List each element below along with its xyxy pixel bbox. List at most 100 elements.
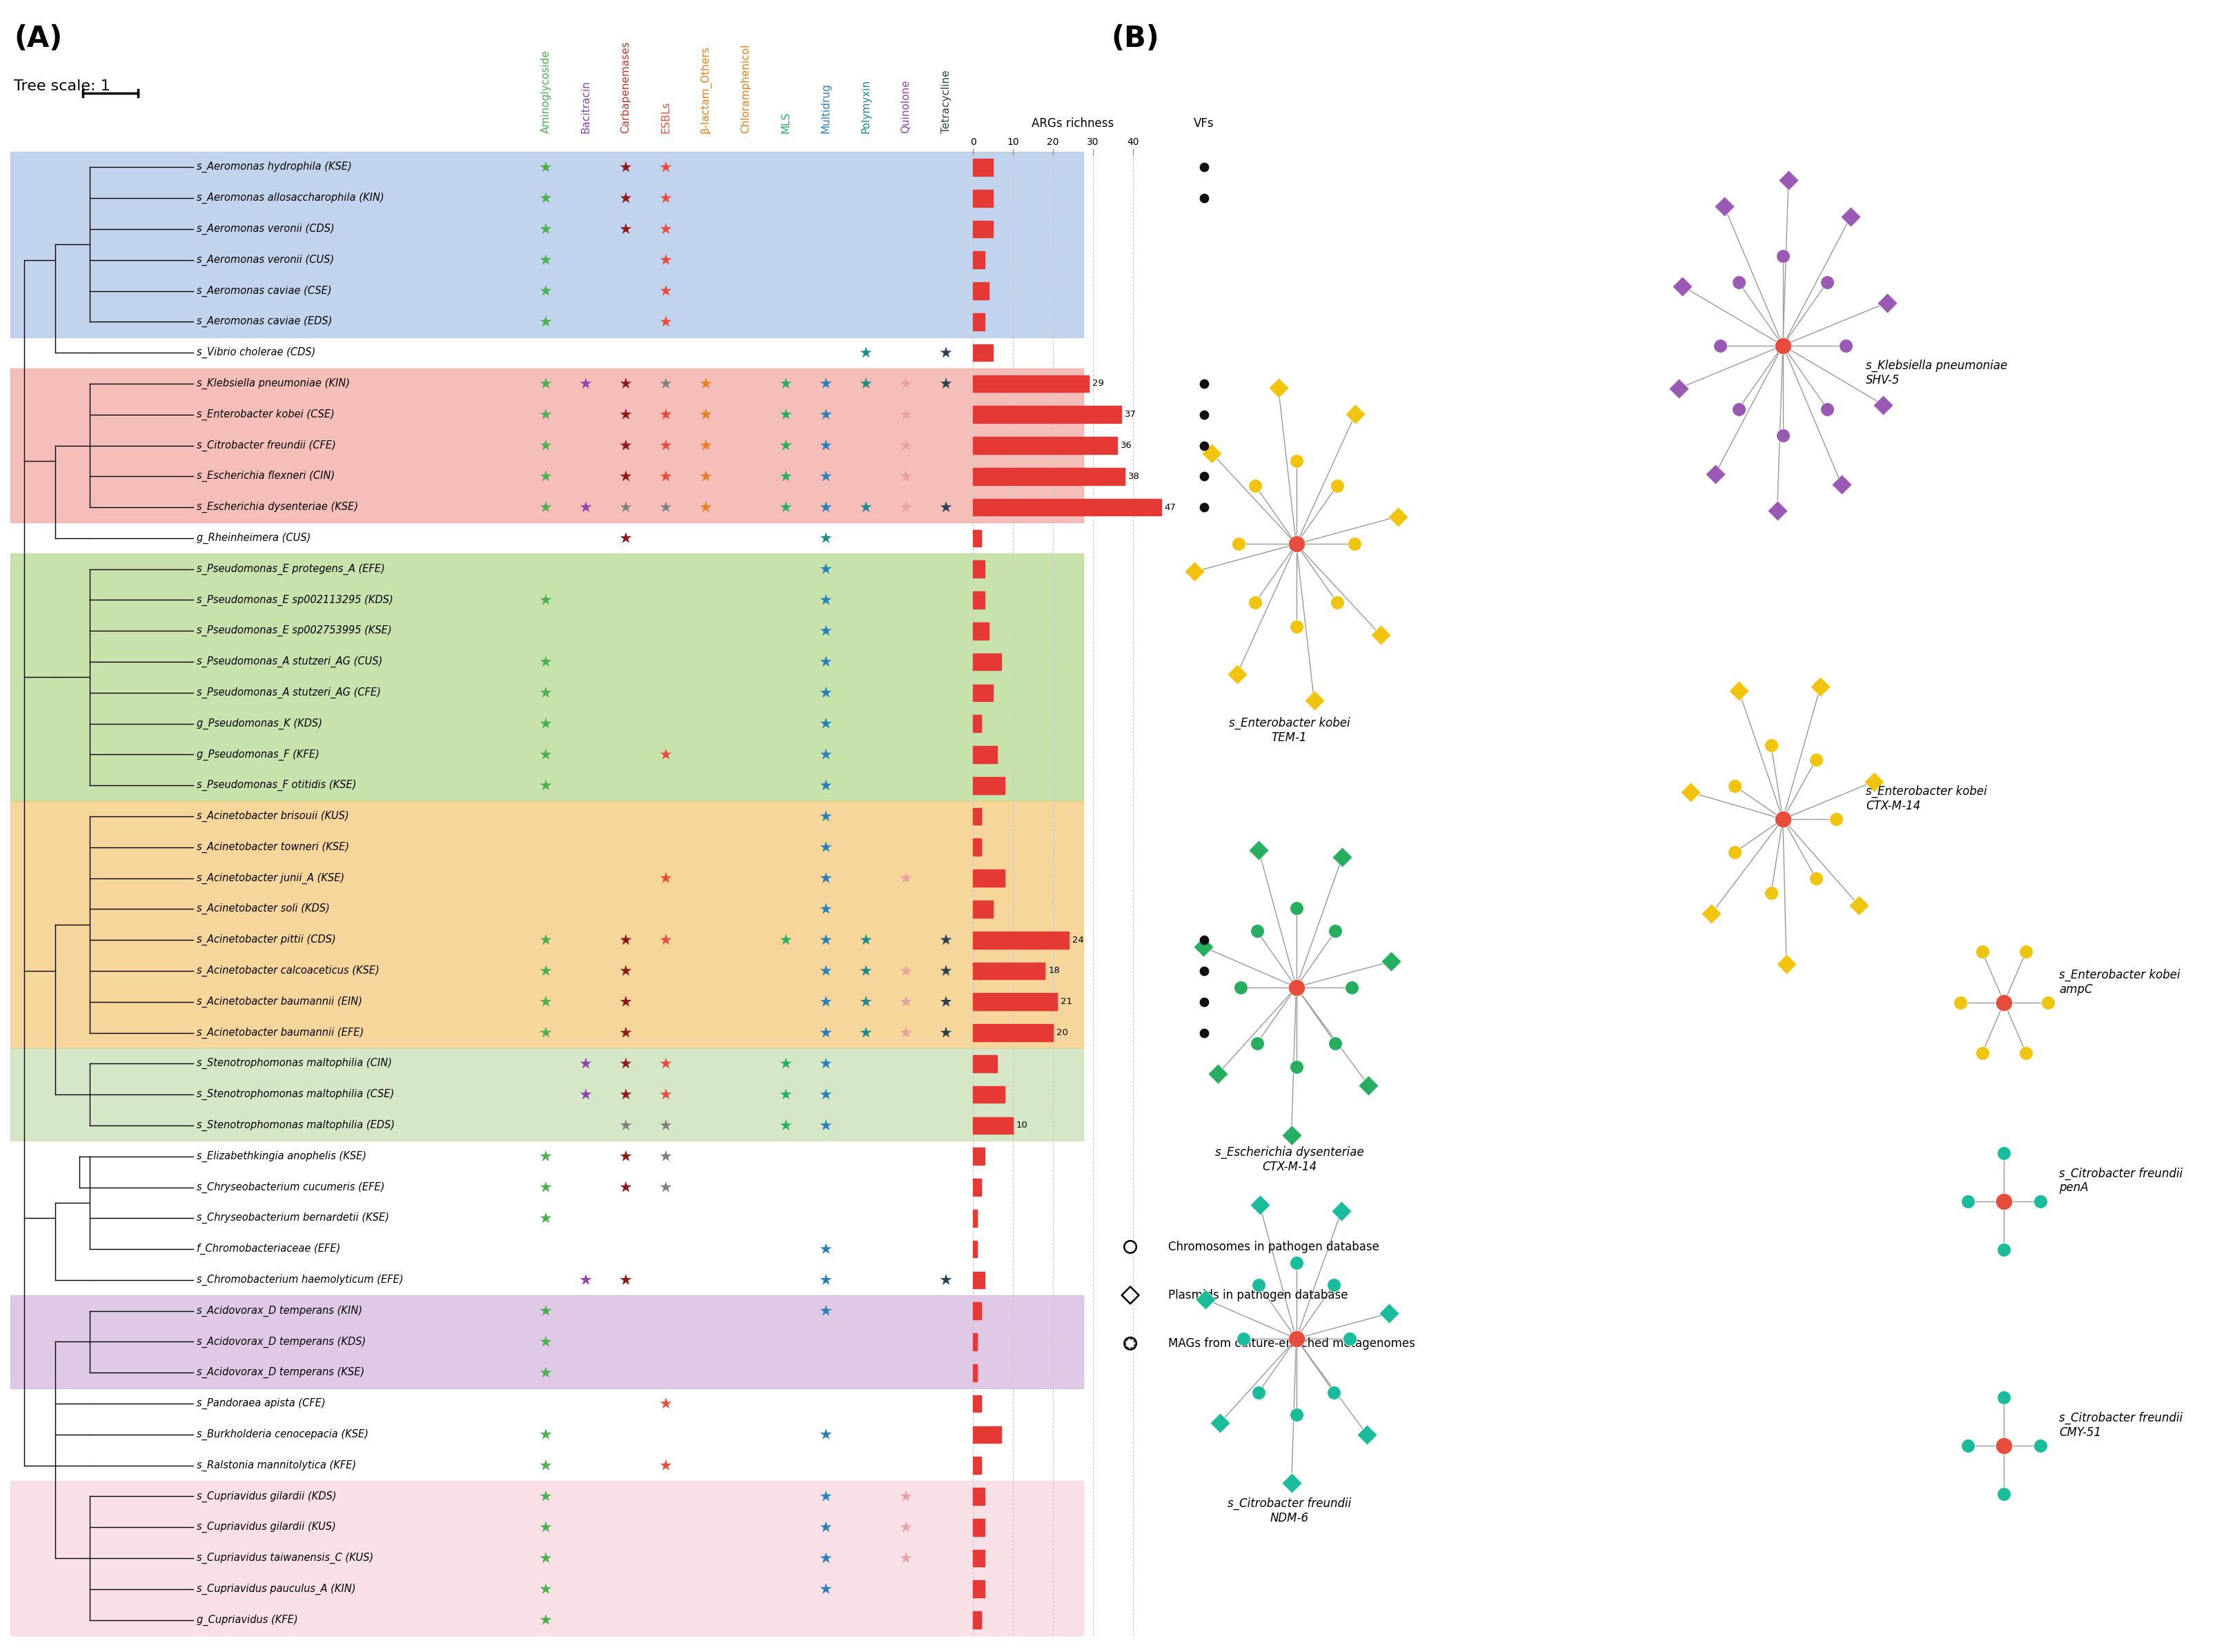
Point	[1177, 558, 1213, 585]
Point	[1665, 273, 1700, 299]
Bar	[973, 314, 984, 330]
Point	[809, 1576, 845, 1602]
Point	[1869, 289, 1904, 316]
Point	[1951, 1432, 1986, 1459]
Text: s_Pseudomonas_E protegens_A (EFE): s_Pseudomonas_E protegens_A (EFE)	[197, 563, 386, 575]
Text: s_Aeromonas veronii (CUS): s_Aeromonas veronii (CUS)	[197, 254, 335, 266]
Point	[1379, 504, 1414, 530]
Point	[607, 154, 643, 180]
Bar	[973, 344, 993, 362]
Text: s_Pseudomonas_E sp002113295 (KDS): s_Pseudomonas_E sp002113295 (KDS)	[197, 595, 392, 606]
Point	[528, 1175, 563, 1201]
Point	[1237, 472, 1273, 499]
Text: 36: 36	[1120, 441, 1133, 449]
Text: Bacitracin: Bacitracin	[581, 81, 592, 134]
Point	[528, 494, 563, 520]
Point	[1237, 590, 1273, 616]
Point	[607, 927, 643, 953]
Text: Carbapenemases: Carbapenemases	[621, 41, 632, 134]
Point	[849, 370, 885, 396]
Bar	[973, 1488, 984, 1505]
Point	[2022, 1188, 2057, 1214]
Point	[809, 834, 845, 861]
Point	[809, 463, 845, 489]
Point	[767, 927, 803, 953]
Text: Tetracycline: Tetracycline	[940, 69, 951, 134]
Point	[809, 401, 845, 428]
Point	[809, 370, 845, 396]
Text: s_Acinetobacter brisouii (KUS): s_Acinetobacter brisouii (KUS)	[197, 811, 348, 823]
Point	[1199, 1061, 1235, 1087]
Text: 18: 18	[1049, 966, 1060, 975]
Point	[647, 866, 683, 892]
Point	[1332, 1325, 1368, 1351]
Point	[929, 494, 964, 520]
Point	[647, 185, 683, 211]
Point	[809, 1421, 845, 1447]
Point	[528, 1607, 563, 1634]
Point	[1986, 1188, 2022, 1214]
Point	[1672, 780, 1707, 806]
Bar	[973, 1117, 1013, 1133]
Text: s_Enterobacter kobei
CTX-M-14: s_Enterobacter kobei CTX-M-14	[1867, 785, 1986, 813]
Point	[607, 525, 643, 552]
Bar	[973, 1024, 1053, 1041]
Point	[1718, 839, 1754, 866]
Point	[1698, 461, 1734, 487]
Point	[767, 494, 803, 520]
Bar	[973, 1333, 978, 1350]
Text: 10: 10	[1015, 1122, 1029, 1130]
Text: s_Acinetobacter junii_A (KSE): s_Acinetobacter junii_A (KSE)	[197, 872, 344, 884]
Point	[647, 401, 683, 428]
Point	[2031, 990, 2066, 1016]
Bar	[973, 406, 1122, 423]
Text: MAGs from culture-enriched metagenomes: MAGs from culture-enriched metagenomes	[1168, 1336, 1414, 1350]
Bar	[973, 251, 984, 269]
Point	[889, 463, 924, 489]
Point	[1798, 866, 1833, 892]
Text: Chloramphenicol: Chloramphenicol	[740, 45, 752, 134]
Text: 30: 30	[1086, 137, 1100, 147]
Text: ESBLs: ESBLs	[661, 101, 672, 134]
Text: g_Rheinheimera (CUS): g_Rheinheimera (CUS)	[197, 532, 310, 544]
Point	[1661, 375, 1696, 401]
Point	[1765, 806, 1800, 833]
Text: s_Citrobacter freundii (CFE): s_Citrobacter freundii (CFE)	[197, 439, 337, 451]
Point	[849, 988, 885, 1014]
Point	[1279, 530, 1315, 557]
Point	[1867, 392, 1902, 418]
Bar	[11, 152, 1084, 337]
Text: s_Aeromonas caviae (EDS): s_Aeromonas caviae (EDS)	[197, 316, 333, 327]
Point	[1186, 154, 1222, 180]
Point	[1279, 1249, 1315, 1275]
Text: s_Burkholderia cenocepacia (KSE): s_Burkholderia cenocepacia (KSE)	[197, 1429, 368, 1441]
Point	[767, 433, 803, 459]
Point	[528, 1360, 563, 1386]
Point	[607, 216, 643, 243]
Point	[1242, 838, 1277, 864]
Point	[607, 1143, 643, 1170]
Text: s_Chromobacterium haemolyticum (EFE): s_Chromobacterium haemolyticum (EFE)	[197, 1274, 403, 1285]
Text: s_Cupriavidus gilardii (KDS): s_Cupriavidus gilardii (KDS)	[197, 1490, 337, 1502]
Point	[809, 1267, 845, 1294]
Text: s_Aeromonas caviae (CSE): s_Aeromonas caviae (CSE)	[197, 286, 333, 296]
Point	[2009, 1041, 2044, 1067]
Text: 20: 20	[1046, 137, 1060, 147]
Point	[1195, 439, 1230, 466]
Point	[1337, 401, 1372, 428]
Point	[889, 866, 924, 892]
Text: 40: 40	[1126, 137, 1140, 147]
Point	[528, 1298, 563, 1325]
Point	[647, 1175, 683, 1201]
Point	[1186, 958, 1222, 985]
Point	[889, 494, 924, 520]
Point	[528, 649, 563, 676]
Point	[607, 958, 643, 985]
Point	[809, 1513, 845, 1540]
Bar	[973, 1209, 978, 1227]
Point	[528, 309, 563, 335]
Point	[528, 958, 563, 985]
Text: 38: 38	[1128, 472, 1140, 481]
Point	[767, 463, 803, 489]
Point	[1186, 185, 1222, 211]
